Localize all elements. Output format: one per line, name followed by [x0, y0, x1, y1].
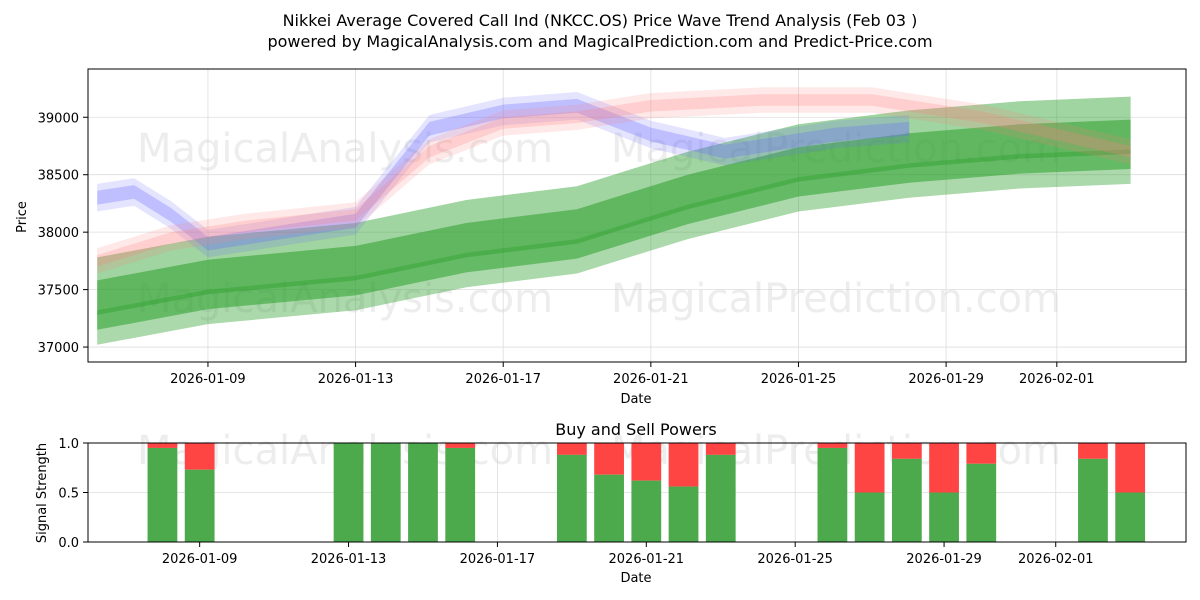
signal-xtick-label: 2026-01-29: [906, 552, 982, 567]
price-xtick-label: 2026-01-09: [170, 372, 246, 387]
blue-wave-bands-band-0: [97, 92, 910, 258]
sell-bar: [1115, 443, 1146, 493]
price-ytick-label: 37000: [38, 341, 79, 356]
buy-bar: [1078, 458, 1108, 542]
buy-bar: [891, 458, 922, 542]
buy-bar: [966, 463, 997, 542]
price-xtick-label: 2026-01-17: [465, 372, 541, 387]
price-xtick-label: 2026-01-13: [318, 372, 394, 387]
signal-frame: [87, 442, 1187, 543]
red-wave-bands-band-0: [97, 87, 1131, 274]
price-xlabel: Date: [620, 392, 651, 407]
price-watermark: MagicalAnalysis.com: [137, 126, 553, 172]
buy-bar: [817, 447, 848, 542]
sell-bar: [445, 443, 476, 448]
price-bands: [97, 87, 1131, 345]
signal-panel: 0.0 0.5 1.0 2026-01-09 2026-01-13 2026-01-17 2…: [58, 428, 1187, 567]
signal-xlabel: Date: [620, 571, 651, 586]
buy-bar: [184, 469, 215, 542]
sell-bar: [631, 443, 662, 481]
green-wave-bands-band-2: [97, 96, 1131, 315]
buy-bar: [631, 480, 662, 542]
buy-bar: [668, 486, 699, 542]
signal-xtick-label: 2026-01-17: [460, 552, 536, 567]
signal-xtick-label: 2026-01-21: [609, 552, 685, 567]
chart-title-line1: Nikkei Average Covered Call Ind (NKCC.OS…: [283, 11, 918, 30]
chart-title-line2: powered by MagicalAnalysis.com and Magic…: [267, 32, 932, 51]
buy-bar: [556, 454, 587, 542]
signal-xtick-label: 2026-02-01: [1018, 552, 1094, 567]
signal-xtick-label: 2026-01-25: [757, 552, 833, 567]
buy-bar: [147, 447, 178, 542]
buy-bar: [705, 454, 736, 542]
price-ytick-label: 37500: [38, 284, 79, 299]
price-watermark: MagicalPrediction.com: [611, 276, 1061, 322]
buy-bar: [333, 443, 364, 542]
sell-bar: [556, 443, 587, 455]
price-xtick-label: 2026-01-25: [761, 372, 837, 387]
price-ytick-label: 38000: [38, 226, 79, 241]
sell-bar: [929, 443, 959, 493]
signal-ytick-label: 0.5: [58, 487, 79, 502]
sell-bar: [891, 443, 922, 459]
sell-bar: [594, 443, 624, 475]
price-xtick-label: 2026-02-01: [1019, 372, 1095, 387]
price-xtick-label: 2026-01-29: [908, 372, 984, 387]
buy-bar: [1115, 492, 1146, 542]
price-ytick-label: 38500: [38, 169, 79, 184]
signal-xtick-label: 2026-01-09: [162, 552, 238, 567]
buy-bar: [408, 443, 438, 542]
signal-ylabel: Signal Strength: [35, 443, 50, 543]
sell-bar: [854, 443, 885, 493]
sell-bar: [668, 443, 699, 487]
buy-bar: [445, 447, 476, 542]
sell-bar: [147, 443, 178, 448]
buy-bar: [370, 443, 401, 542]
signal-xtick-label: 2026-01-13: [311, 552, 387, 567]
sell-bar: [1078, 443, 1108, 459]
sell-bar: [817, 443, 848, 448]
green-wave-bands-band-1: [97, 119, 1131, 330]
price-xtick-label: 2026-01-21: [613, 372, 689, 387]
signal-ytick-label: 0.0: [58, 536, 79, 551]
price-frame: [87, 68, 1187, 363]
price-ylabel: Price: [15, 201, 30, 233]
signal-ytick-label: 1.0: [58, 437, 79, 452]
buy-bar: [594, 474, 624, 542]
buy-bar: [854, 492, 885, 542]
price-panel: 2026-01-09 2026-01-13 2026-01-17 2026-01-21…: [38, 68, 1187, 387]
buy-bar: [929, 492, 959, 542]
sell-bar: [705, 443, 736, 455]
sell-bar: [966, 443, 997, 464]
signal-title: Buy and Sell Powers: [555, 420, 717, 439]
sell-bar: [184, 443, 215, 470]
price-ytick-label: 39000: [38, 111, 79, 126]
